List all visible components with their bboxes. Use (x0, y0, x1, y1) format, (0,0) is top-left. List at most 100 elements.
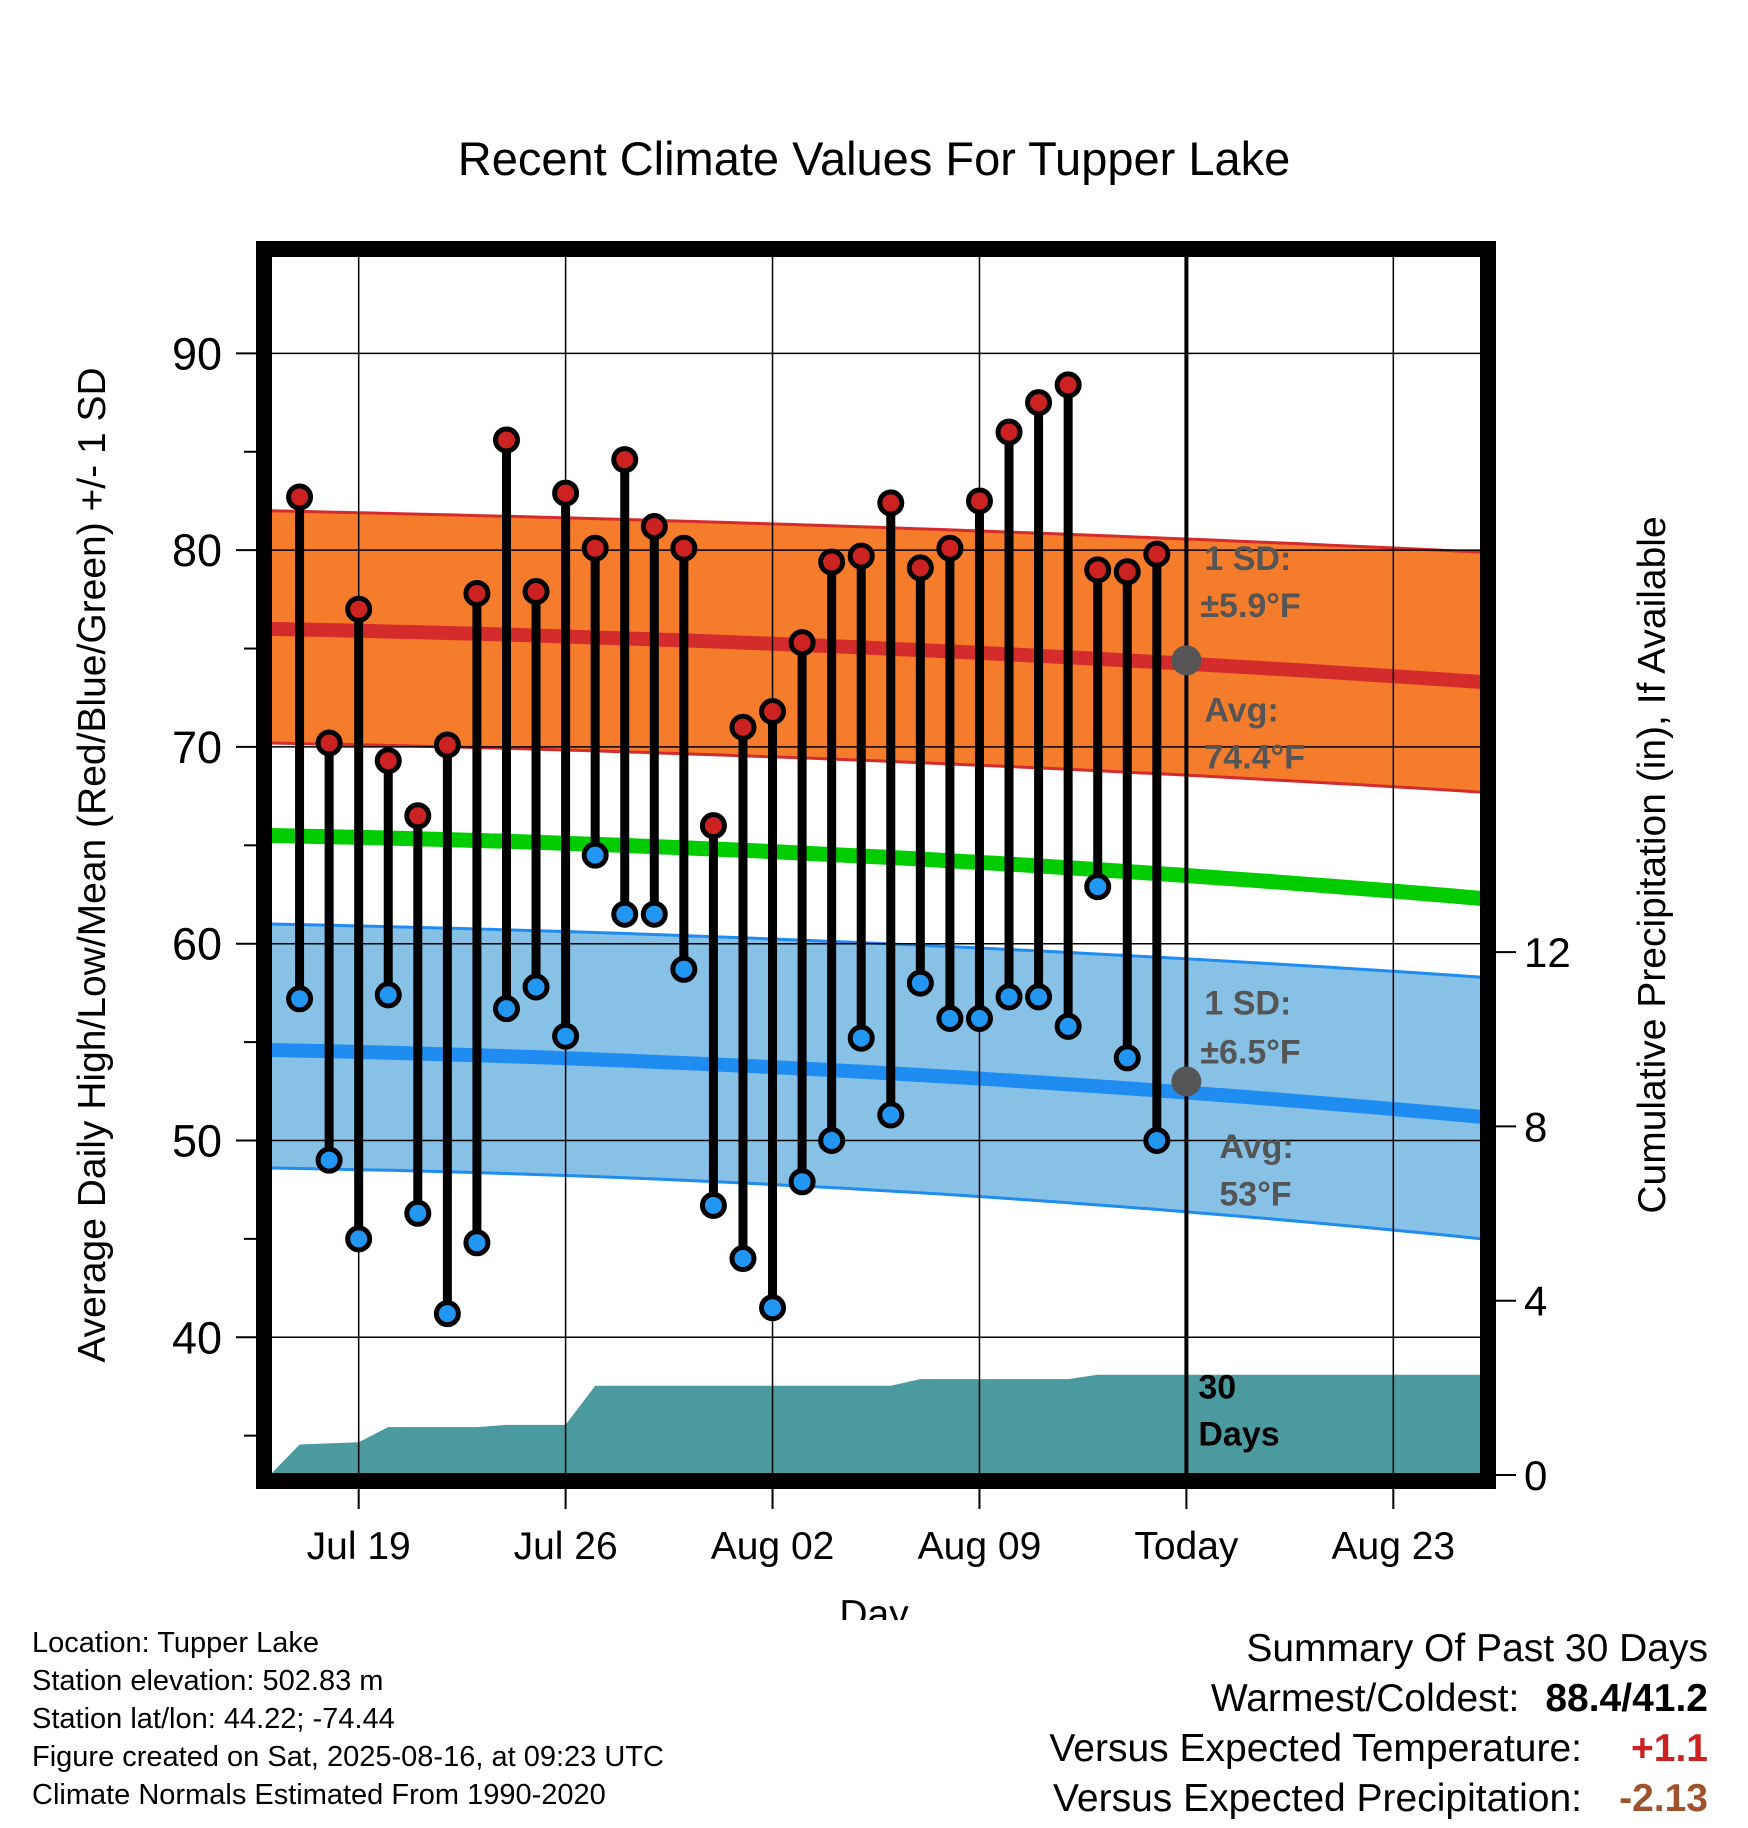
daily-high-point (818, 548, 846, 576)
daily-high-point (433, 731, 461, 759)
x-axis-label: Day (839, 1593, 909, 1620)
y-tick-label: 40 (172, 1312, 222, 1363)
y-tick-label: 50 (172, 1115, 222, 1166)
low-avg-value: 53°F (1219, 1175, 1291, 1213)
high-sd-value: ±5.9°F (1200, 587, 1300, 625)
latlon-text: Station lat/lon: 44.22; -74.44 (32, 1703, 395, 1735)
daily-low-point (995, 983, 1023, 1011)
climate-chart: Recent Climate Values For Tupper Lake 1 … (71, 132, 1674, 1620)
plot-area: 1 SD: ±5.9°F Avg: 74.4°F 1 SD: ±6.5°F Avg: 53°F… (172, 241, 1571, 1568)
daily-high-point (1143, 540, 1171, 568)
daily-high-point (611, 446, 639, 474)
low-sd-value: ±6.5°F (1200, 1034, 1300, 1072)
daily-low-point (818, 1126, 846, 1154)
precip-anomaly-value: -2.13 (1619, 1777, 1708, 1820)
daily-low-point (522, 973, 550, 1001)
daily-low-point (847, 1024, 875, 1052)
precip-anomaly-label: Versus Expected Precipitation: (1053, 1777, 1582, 1820)
daily-high-point (552, 479, 580, 507)
summary-temp-row: Versus Expected Temperature: +1.1 (1049, 1724, 1708, 1774)
temp-anomaly-label: Versus Expected Temperature: (1049, 1727, 1582, 1770)
daily-high-point (847, 542, 875, 570)
daily-low-point (640, 900, 668, 928)
y-tick-label: 70 (172, 722, 222, 773)
low-normal-line (270, 1043, 1482, 1124)
warmest-value: 88.4/41.2 (1545, 1677, 1708, 1720)
y2-axis-label: Cumulative Precipitation (in), If Availa… (1631, 516, 1674, 1213)
low-sd-lower-line (270, 1166, 1482, 1241)
daily-low-point (374, 981, 402, 1009)
daily-high-point (965, 487, 993, 515)
high-avg-label: Avg: (1204, 691, 1278, 729)
high-sd-upper-line (270, 509, 1482, 554)
created-text: Figure created on Sat, 2025-08-16, at 09… (32, 1741, 664, 1773)
daily-high-point (640, 513, 668, 541)
x-tick-label: Aug 02 (711, 1525, 835, 1568)
daily-high-point (1084, 556, 1112, 584)
daily-low-point (1143, 1126, 1171, 1154)
daily-high-point (759, 698, 787, 726)
daily-low-point (315, 1146, 343, 1174)
daily-low-point (286, 985, 314, 1013)
low-sd-band (270, 924, 1482, 1239)
daily-low-point (788, 1168, 816, 1196)
daily-high-point (463, 579, 491, 607)
daily-low-point (1113, 1044, 1141, 1072)
precip-days-label: 30 (1198, 1368, 1236, 1406)
daily-low-point (670, 955, 698, 983)
daily-high-point (492, 426, 520, 454)
daily-high-point (729, 713, 757, 741)
daily-high-point (995, 418, 1023, 446)
daily-low-point (581, 841, 609, 869)
y2-tick-label: 12 (1524, 929, 1571, 976)
y2-tick-label: 4 (1524, 1278, 1547, 1325)
daily-low-point (1025, 983, 1053, 1011)
daily-low-point (552, 1022, 580, 1050)
daily-high-point (936, 534, 964, 562)
low-sd-label: 1 SD: (1204, 985, 1291, 1023)
y-tick-label: 60 (172, 919, 222, 970)
daily-low-point (699, 1191, 727, 1219)
summary-precip-row: Versus Expected Precipitation: -2.13 (1049, 1774, 1708, 1824)
daily-low-point (965, 1004, 993, 1032)
daily-high-point (345, 595, 373, 623)
mean-normal-line (270, 828, 1482, 906)
x-tick-label: Jul 26 (514, 1525, 618, 1568)
daily-low-point (345, 1225, 373, 1253)
x-tick-label: Jul 19 (307, 1525, 411, 1568)
daily-low-point (1084, 873, 1112, 901)
daily-low-point (759, 1294, 787, 1322)
plot-inner: 1 SD: ±5.9°F Avg: 74.4°F 1 SD: ±6.5°F Avg: 53°F… (270, 255, 1482, 1475)
warmest-label: Warmest/Coldest: (1210, 1677, 1520, 1720)
daily-low-point (936, 1004, 964, 1032)
normals-text: Climate Normals Estimated From 1990-2020 (32, 1779, 606, 1811)
plot-frame (256, 241, 1496, 1489)
summary-title: Summary Of Past 30 Days (1246, 1627, 1708, 1670)
summary-panel: Summary Of Past 30 Days Warmest/Coldest:… (1049, 1624, 1708, 1824)
location-text: Location: Tupper Lake (32, 1627, 319, 1659)
daily-low-point (463, 1229, 491, 1257)
precip-area (270, 1374, 1482, 1475)
precip-days-label: Days (1198, 1415, 1279, 1453)
daily-high-point (877, 489, 905, 517)
y2-tick-label: 8 (1524, 1103, 1547, 1150)
temp-anomaly-value: +1.1 (1631, 1727, 1708, 1770)
daily-high-point (374, 747, 402, 775)
daily-high-point (1054, 371, 1082, 399)
station-info: Location: Tupper Lake Station elevation:… (32, 1624, 664, 1814)
daily-low-point (433, 1300, 461, 1328)
daily-high-point (522, 577, 550, 605)
high-normal-line (270, 621, 1482, 689)
elevation-text: Station elevation: 502.83 m (32, 1665, 384, 1697)
low-avg-today-marker (1171, 1066, 1202, 1097)
daily-low-point (404, 1199, 432, 1227)
daily-high-point (1025, 389, 1053, 417)
daily-low-point (611, 900, 639, 928)
daily-high-point (788, 629, 816, 657)
y-axis-label: Average Daily High/Low/Mean (Red/Blue/Gr… (71, 367, 114, 1362)
daily-high-point (699, 812, 727, 840)
daily-high-point (404, 802, 432, 830)
daily-low-point (877, 1101, 905, 1129)
daily-low-point (729, 1245, 757, 1273)
y-tick-label: 80 (172, 525, 222, 576)
